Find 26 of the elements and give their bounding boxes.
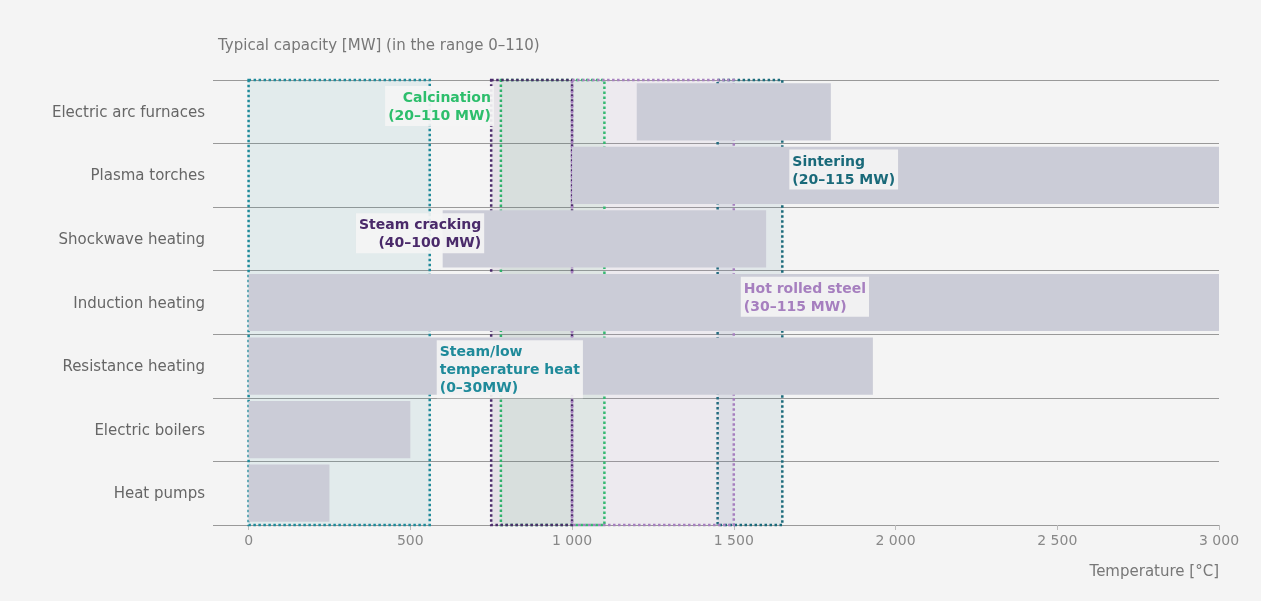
y-tick-label: Shockwave heating: [58, 229, 205, 248]
x-tick-label: 500: [396, 532, 424, 548]
band-label: Hot rolled steel (30–115 MW): [743, 279, 867, 314]
y-tick-label: Electric arc furnaces: [51, 102, 206, 121]
x-tick-label: 1 500: [713, 532, 754, 548]
x-tick-label: 2 500: [1037, 532, 1078, 548]
y-tick-label: Resistance heating: [62, 357, 205, 376]
band-label: Steam cracking (40–100 MW): [358, 216, 482, 251]
bar: [248, 401, 411, 459]
y-tick-label: Induction heating: [73, 293, 205, 312]
y-tick-label: Plasma torches: [90, 166, 206, 185]
x-tick-label: 2 000: [875, 532, 916, 548]
bar: [248, 464, 330, 522]
chart-title: Typical capacity [MW] (in the range 0–110): [217, 35, 540, 54]
bar: [248, 273, 1219, 332]
band-label: Calcination (20–110 MW): [388, 89, 491, 123]
x-tick-label: 0: [244, 532, 254, 548]
y-tick-label: Electric boilers: [94, 420, 206, 439]
bar: [636, 83, 831, 141]
bar: [572, 146, 1219, 204]
x-tick-label: 3 000: [1198, 532, 1240, 548]
x-tick-label: 1 000: [552, 532, 593, 548]
band-label: Steam/low temperature heat (0–30MW): [439, 343, 581, 396]
y-tick-label: Heat pumps: [113, 484, 206, 503]
x-axis-title: Temperature [°C]: [1088, 561, 1219, 580]
band-label: Sintering (20–115 MW): [792, 152, 896, 187]
